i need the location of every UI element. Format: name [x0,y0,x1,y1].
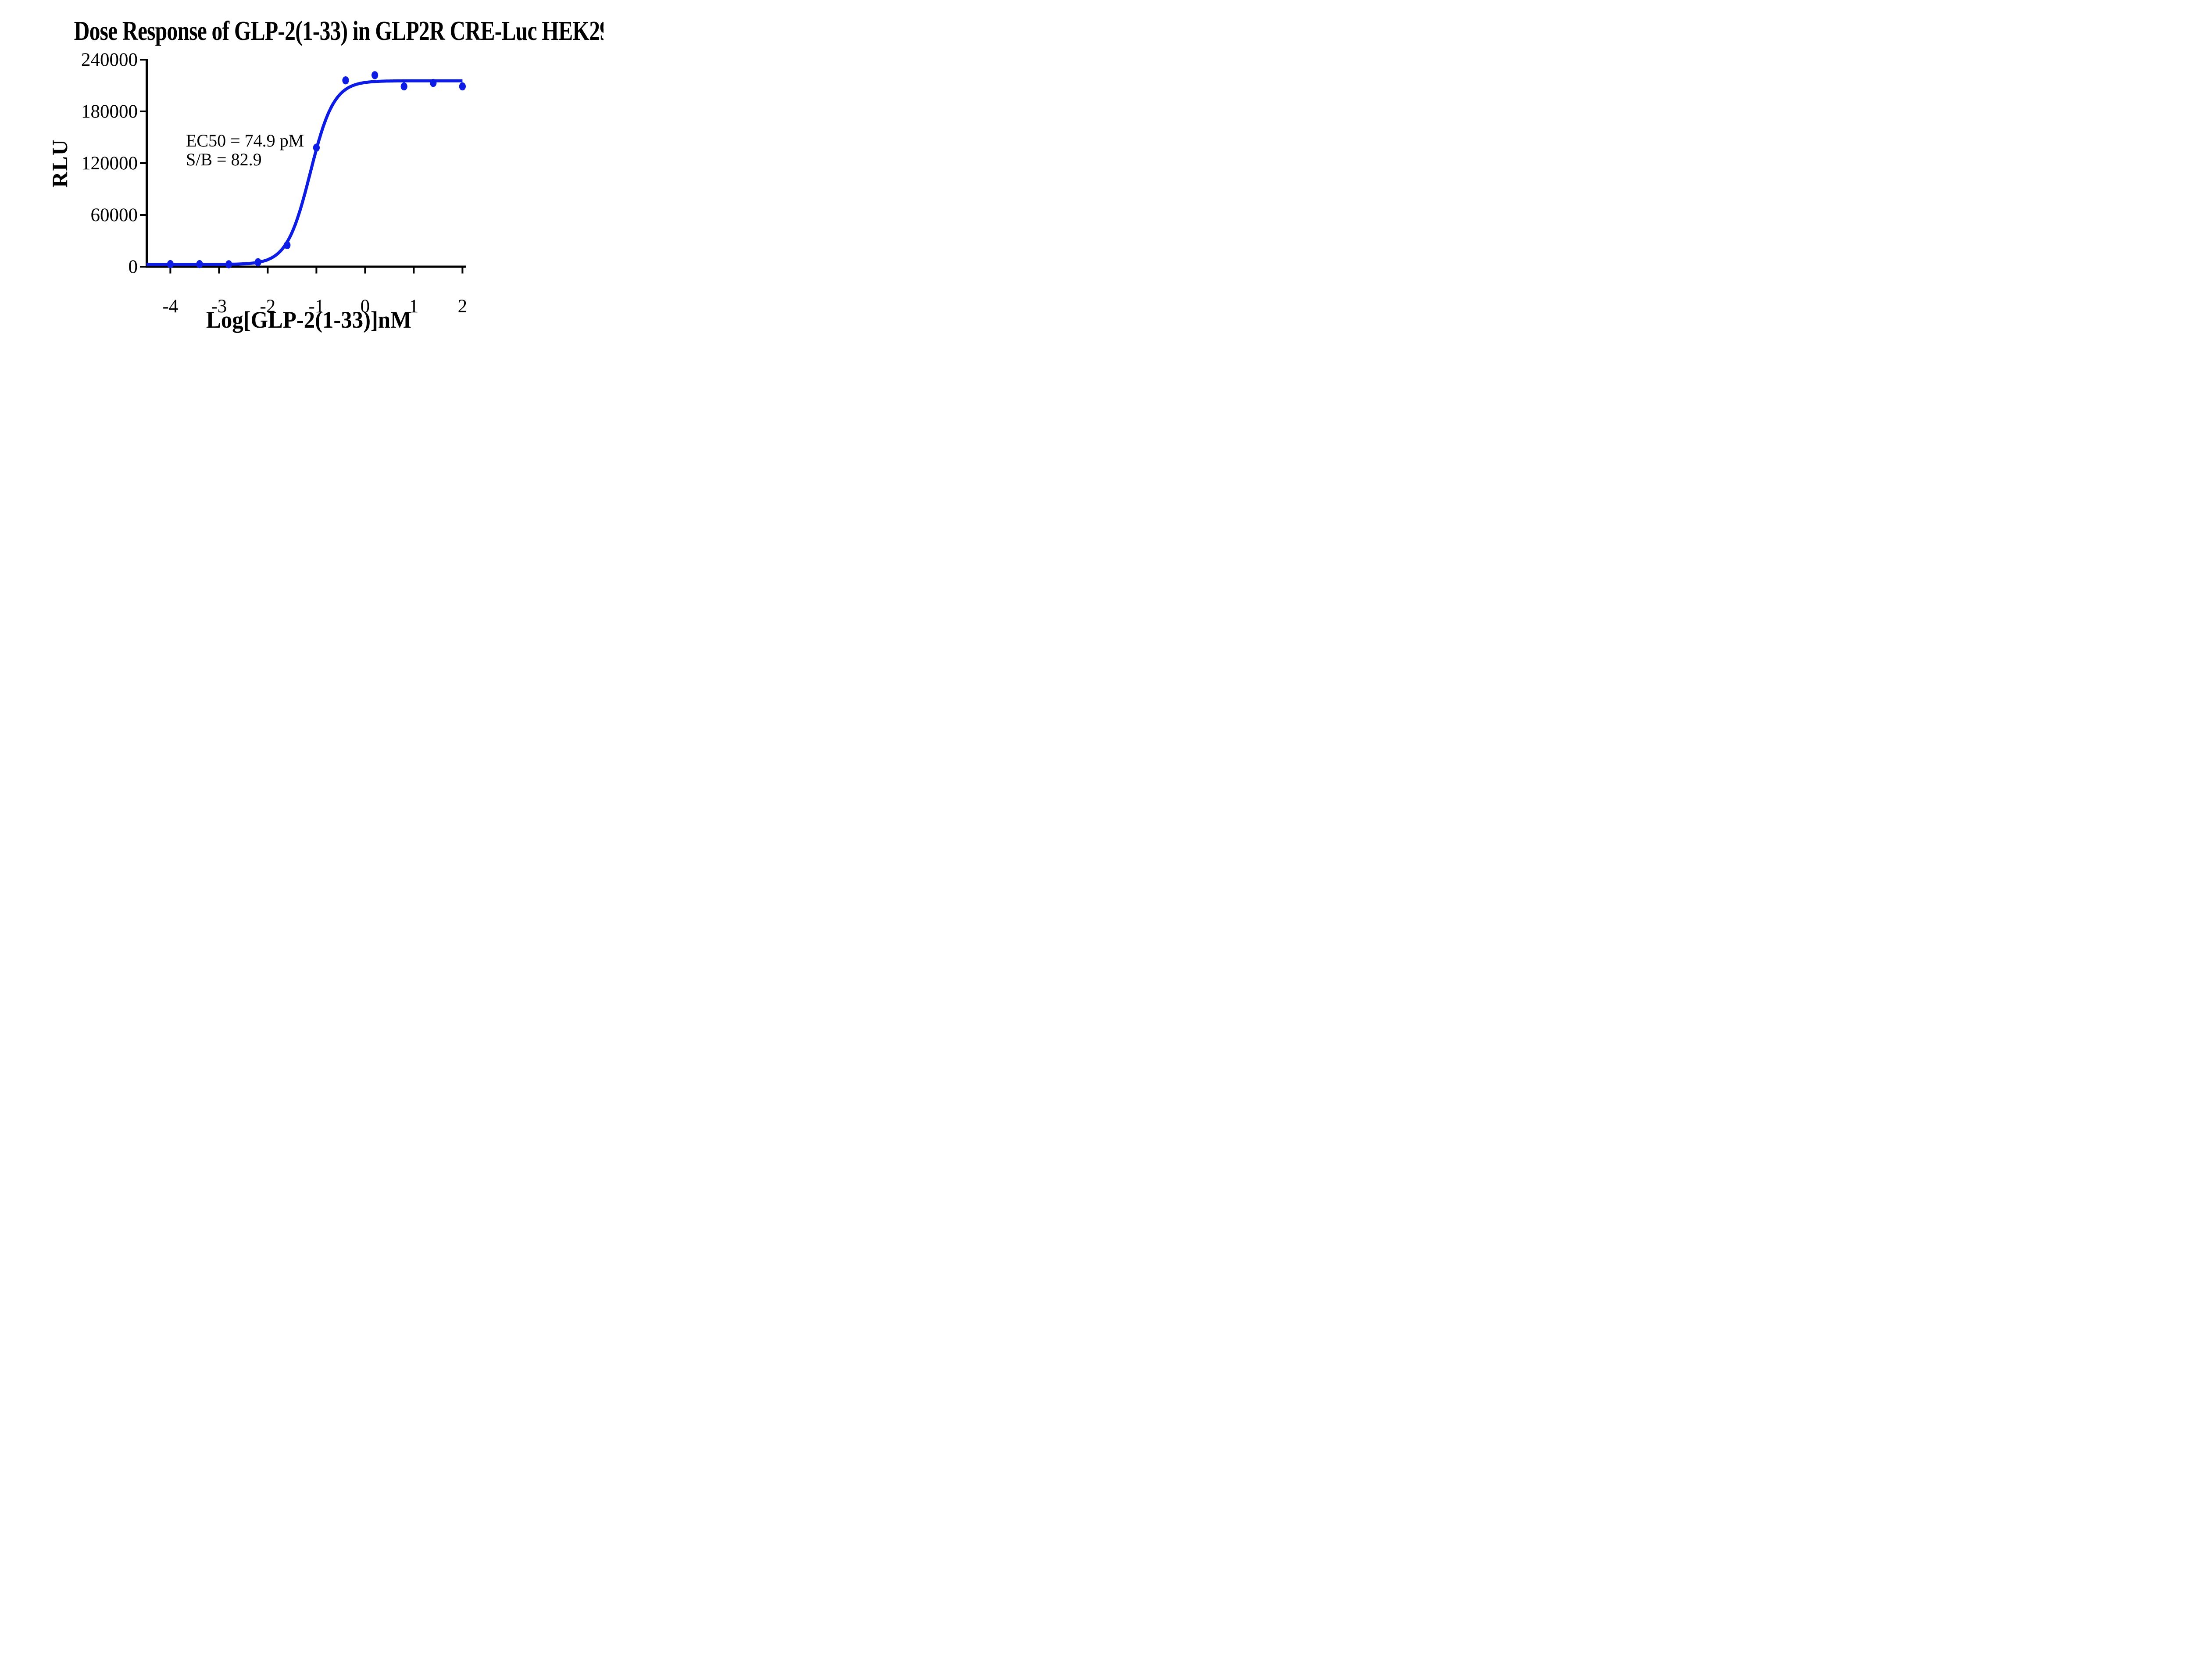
x-tick [413,268,415,274]
y-tick-label: 120000 [81,153,138,174]
y-axis-line [146,59,148,268]
data-point [430,79,437,87]
y-tick-label: 180000 [81,101,138,122]
data-point [313,143,320,152]
y-tick [140,214,146,216]
fit-curve [145,79,464,266]
y-axis-title: RLU [47,139,72,188]
x-tick-label: 0 [361,296,370,317]
data-point [459,82,466,91]
y-tick-label: 0 [129,257,138,277]
x-tick [364,268,366,274]
x-tick [461,268,464,274]
x-tick-label: -2 [260,296,275,317]
x-tick-label: 2 [458,296,468,317]
data-point [400,82,407,91]
y-tick [140,59,146,61]
ec50-annotation: EC50 = 74.9 pM [186,131,304,150]
chart-canvas: Dose Response of GLP-2(1-33) in GLP2R CR… [0,0,604,336]
x-tick-label: -1 [308,296,324,317]
x-tick-label: -3 [211,296,227,317]
x-tick [315,268,318,274]
fit-annotation: EC50 = 74.9 pM S/B = 82.9 [186,131,304,169]
x-tick [169,268,171,274]
x-tick-label: -4 [162,296,178,317]
x-axis-title: Log[GLP-2(1-33)]nM [206,307,412,333]
signal-to-background-annotation: S/B = 82.9 [186,150,262,169]
chart-title: Dose Response of GLP-2(1-33) in GLP2R CR… [74,16,604,46]
chart-title-row: Dose Response of GLP-2(1-33) in GLP2R CR… [0,16,604,47]
x-tick-label: 1 [409,296,419,317]
y-tick [140,162,146,164]
y-tick [140,111,146,112]
data-point [342,76,349,85]
data-point [371,71,379,79]
data-point [167,260,174,268]
data-point [225,260,232,268]
x-tick [218,268,220,274]
data-point [284,241,291,250]
y-tick-label: 60000 [91,205,138,225]
data-point [254,258,261,266]
data-point [196,260,203,268]
x-axis-line [146,265,466,268]
y-tick-label: 240000 [81,50,138,70]
plot-area: -4 -3 -2 -1 0 1 2 0 60000 120000 180000 240000 [81,50,468,317]
y-tick [140,266,146,268]
x-tick [267,268,269,274]
